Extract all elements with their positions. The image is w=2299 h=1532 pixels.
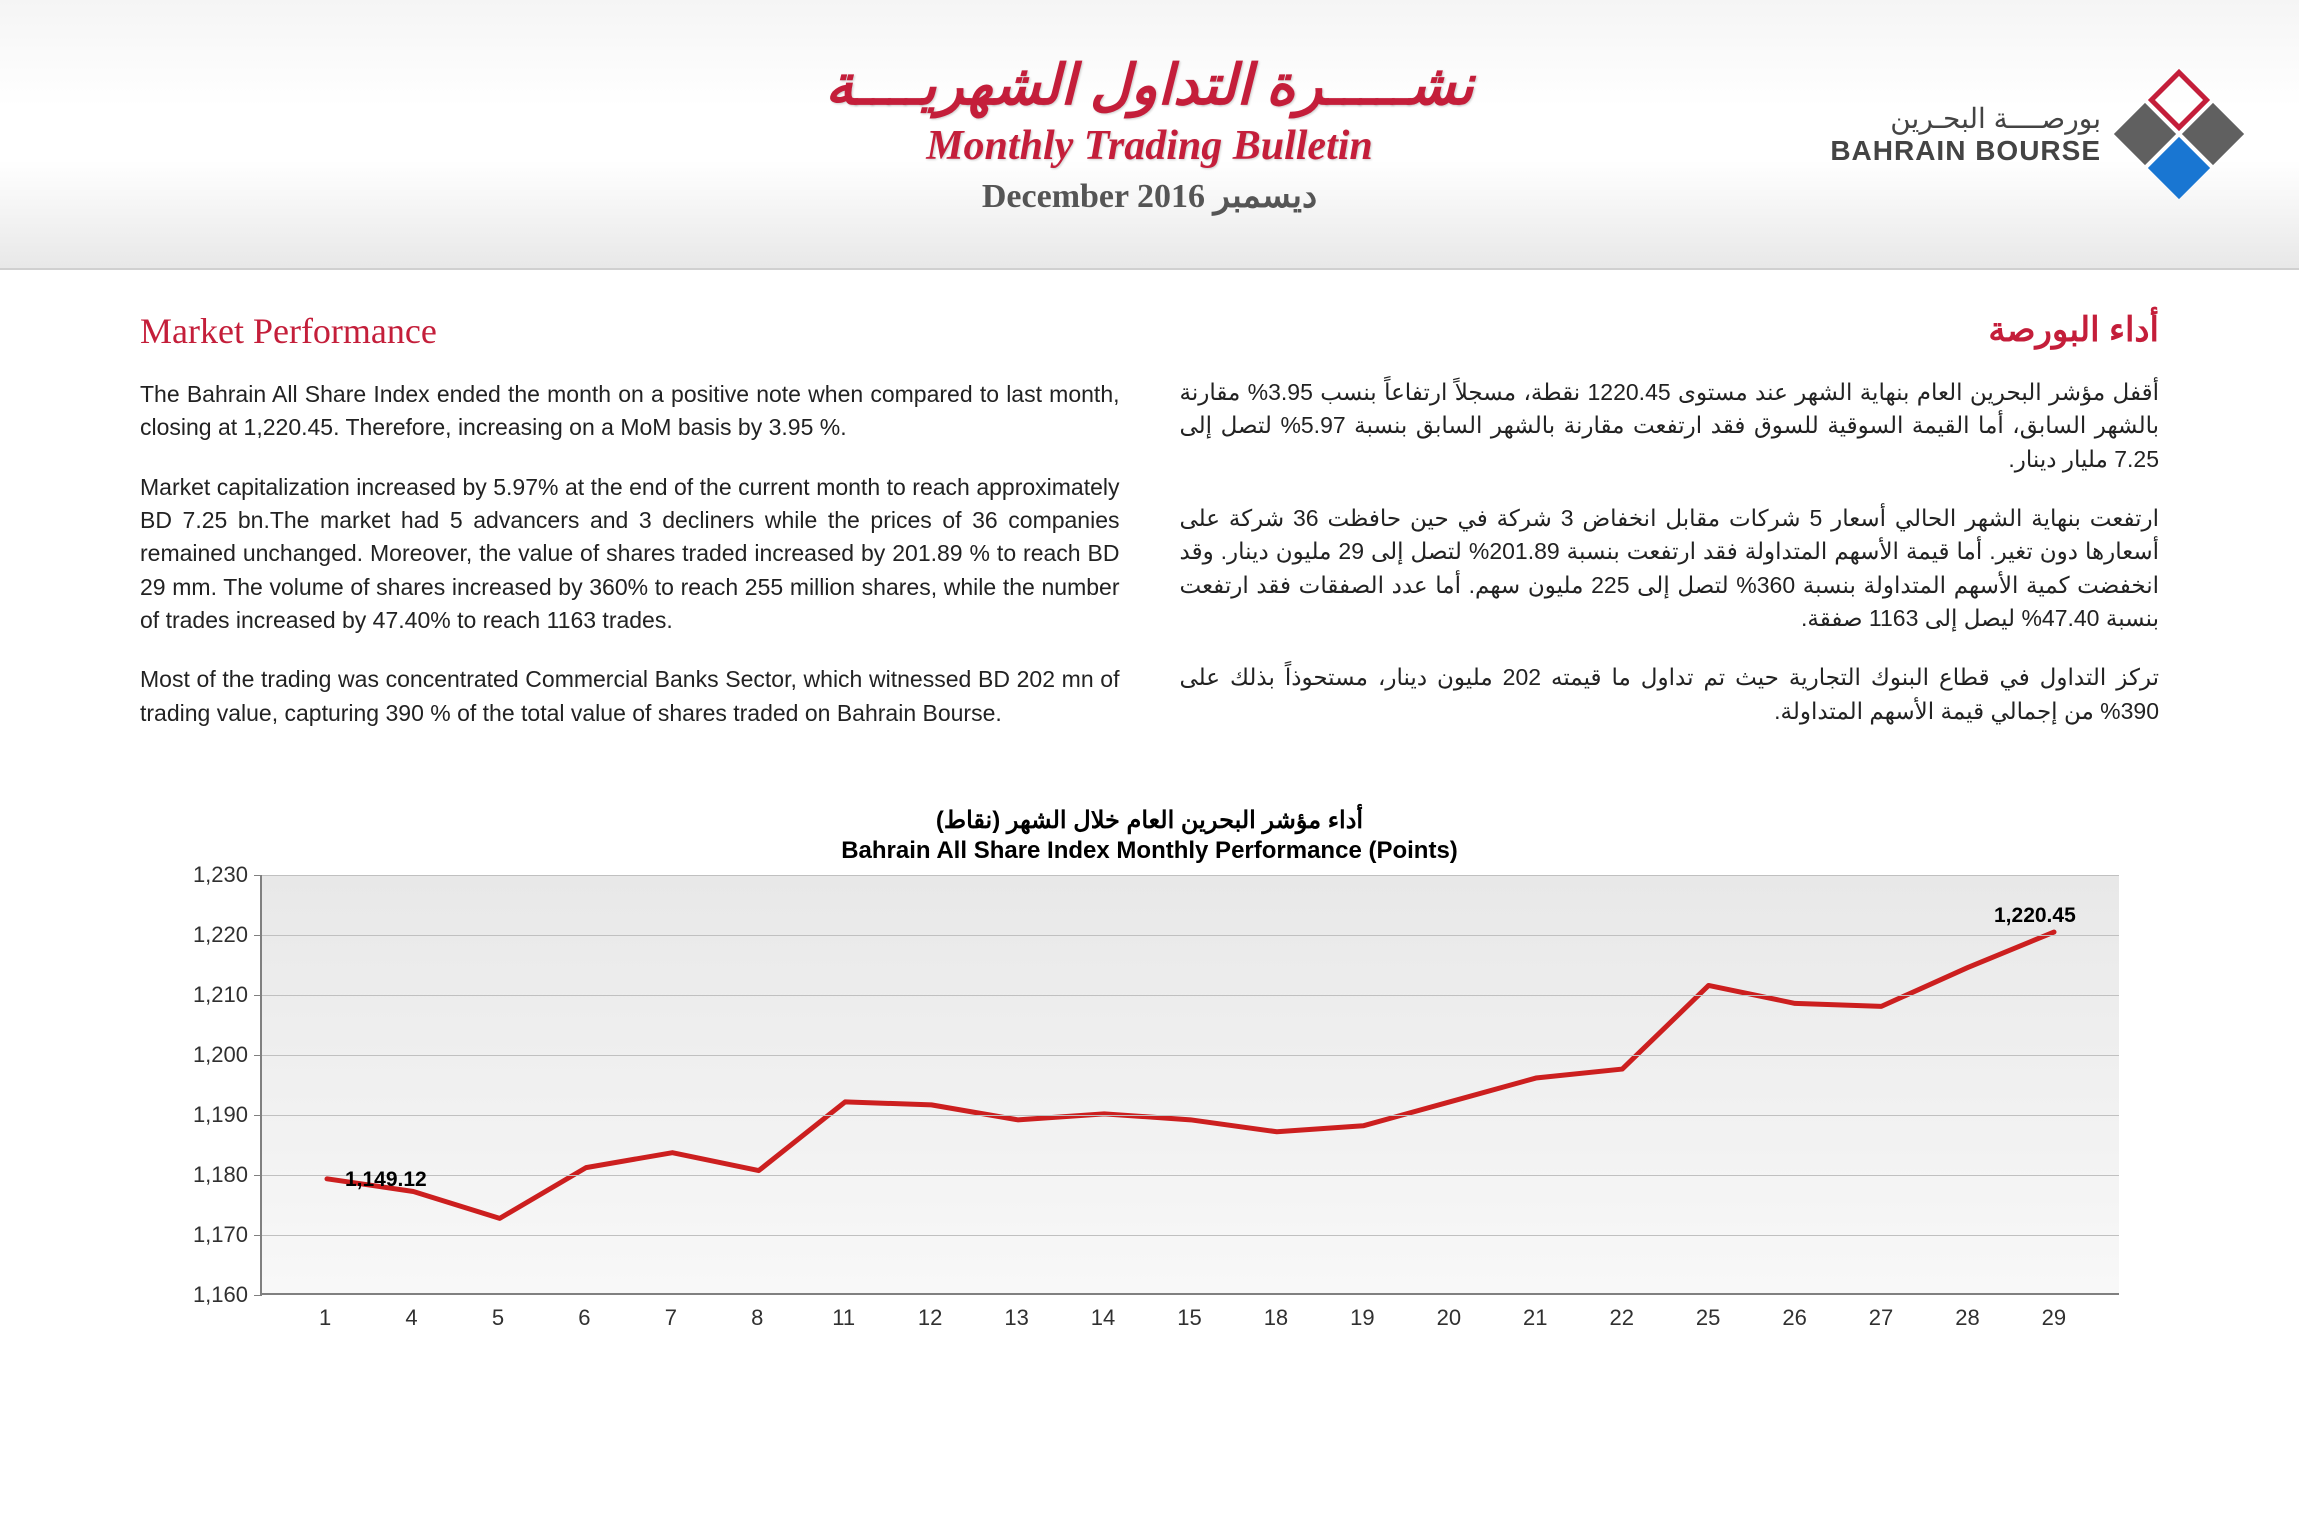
bourse-logo: بورصــــة البحـرين BAHRAIN BOURSE: [1830, 74, 2239, 194]
chart-gridline: [262, 1175, 2119, 1176]
chart-x-label: 25: [1696, 1305, 1720, 1331]
header-bar: نشـــــرة التداول الشهريــــة Monthly Tr…: [0, 0, 2299, 270]
chart-gridline: [262, 1055, 2119, 1056]
english-column: Market Performance The Bahrain All Share…: [140, 310, 1120, 756]
bourse-logo-arabic: بورصــــة البحـرين: [1830, 102, 2101, 135]
arabic-paragraph: أقفل مؤشر البحرين العام بنهاية الشهر عند…: [1180, 376, 2160, 476]
section-title-english: Market Performance: [140, 310, 1120, 352]
chart-x-label: 29: [2042, 1305, 2066, 1331]
chart-x-label: 8: [751, 1305, 763, 1331]
chart-gridline: [262, 995, 2119, 996]
chart-container: 1,1601,1701,1801,1901,2001,2101,2201,230…: [260, 875, 2119, 1335]
chart-x-label: 27: [1869, 1305, 1893, 1331]
chart-x-label: 28: [1955, 1305, 1979, 1331]
chart-x-label: 20: [1437, 1305, 1461, 1331]
chart-x-label: 13: [1004, 1305, 1028, 1331]
chart-titles: أداء مؤشر البحرين العام خلال الشهر (نقاط…: [140, 806, 2159, 865]
chart-x-label: 12: [918, 1305, 942, 1331]
content-columns: Market Performance The Bahrain All Share…: [0, 270, 2299, 776]
chart-gridline: [262, 1235, 2119, 1236]
chart-y-label: 1,200: [193, 1042, 262, 1068]
chart-x-label: 11: [832, 1305, 855, 1331]
english-paragraph: The Bahrain All Share Index ended the mo…: [140, 378, 1120, 445]
chart-plot-area: 1,1601,1701,1801,1901,2001,2101,2201,230…: [260, 875, 2119, 1295]
chart-y-label: 1,170: [193, 1222, 262, 1248]
chart-y-label: 1,230: [193, 862, 262, 888]
chart-x-label: 4: [405, 1305, 417, 1331]
chart-x-label: 1: [319, 1305, 331, 1331]
chart-x-label: 7: [665, 1305, 677, 1331]
chart-y-label: 1,220: [193, 922, 262, 948]
chart-gridline: [262, 875, 2119, 876]
arabic-paragraph: تركز التداول في قطاع البنوك التجارية حيث…: [1180, 661, 2160, 728]
bulletin-title-arabic: نشـــــرة التداول الشهريــــة: [825, 53, 1474, 118]
chart-y-label: 1,210: [193, 982, 262, 1008]
chart-x-axis: 145678111213141518192021222526272829: [260, 1295, 2119, 1335]
bourse-logo-icon: [2119, 74, 2239, 194]
chart-title-arabic: أداء مؤشر البحرين العام خلال الشهر (نقاط…: [140, 806, 2159, 835]
bourse-logo-text: بورصــــة البحـرين BAHRAIN BOURSE: [1830, 102, 2101, 167]
chart-x-label: 6: [578, 1305, 590, 1331]
arabic-column: أداء البورصة أقفل مؤشر البحرين العام بنه…: [1180, 310, 2160, 756]
chart-x-label: 19: [1350, 1305, 1374, 1331]
chart-x-label: 14: [1091, 1305, 1115, 1331]
chart-gridline: [262, 1115, 2119, 1116]
english-paragraph: Market capitalization increased by 5.97%…: [140, 471, 1120, 638]
section-title-arabic: أداء البورصة: [1180, 310, 2160, 350]
chart-x-label: 5: [492, 1305, 504, 1331]
chart-x-label: 21: [1523, 1305, 1547, 1331]
bulletin-date: December 2016 ديسمبر: [825, 176, 1474, 216]
header-titles: نشـــــرة التداول الشهريــــة Monthly Tr…: [825, 53, 1474, 216]
chart-line: [262, 875, 2119, 1293]
chart-x-label: 18: [1264, 1305, 1288, 1331]
bulletin-title-english: Monthly Trading Bulletin: [825, 122, 1474, 170]
chart-x-label: 26: [1782, 1305, 1806, 1331]
chart-title-english: Bahrain All Share Index Monthly Performa…: [140, 837, 2159, 865]
english-paragraph: Most of the trading was concentrated Com…: [140, 663, 1120, 730]
chart-annotation: 1,149.12: [345, 1168, 427, 1192]
chart-y-label: 1,160: [193, 1282, 262, 1308]
chart-x-label: 22: [1609, 1305, 1633, 1331]
chart-y-label: 1,180: [193, 1162, 262, 1188]
chart-gridline: [262, 935, 2119, 936]
chart-annotation: 1,220.45: [1994, 904, 2076, 928]
arabic-paragraph: ارتفعت بنهاية الشهر الحالي أسعار 5 شركات…: [1180, 502, 2160, 635]
chart-y-label: 1,190: [193, 1102, 262, 1128]
chart-x-label: 15: [1177, 1305, 1201, 1331]
bourse-logo-english: BAHRAIN BOURSE: [1830, 135, 2101, 167]
chart-section: أداء مؤشر البحرين العام خلال الشهر (نقاط…: [0, 776, 2299, 1375]
